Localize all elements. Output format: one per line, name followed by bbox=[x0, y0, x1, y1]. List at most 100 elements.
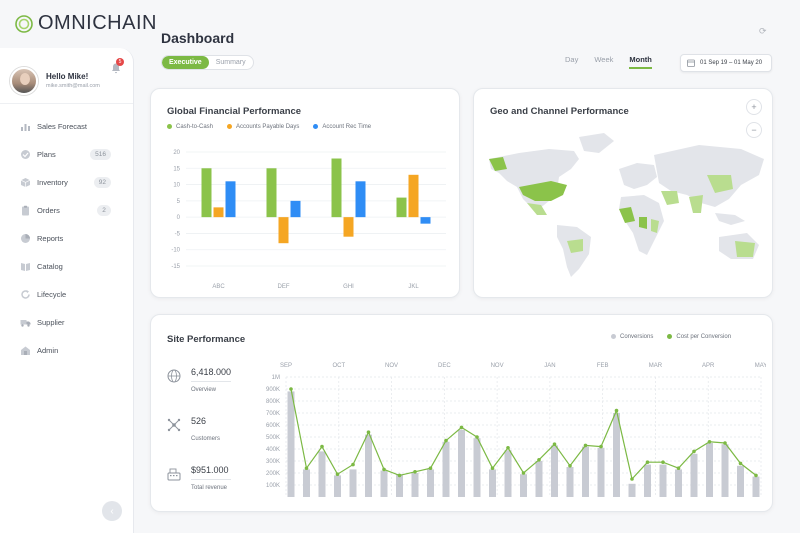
conversion-bar[interactable] bbox=[737, 465, 744, 497]
cost-point[interactable] bbox=[676, 466, 681, 470]
cost-point[interactable] bbox=[645, 460, 650, 464]
conversion-bar[interactable] bbox=[442, 441, 450, 497]
cost-point[interactable] bbox=[506, 446, 510, 450]
cost-point[interactable] bbox=[552, 442, 557, 446]
collapse-sidebar-button[interactable]: ‹ bbox=[102, 501, 122, 521]
conversion-bar[interactable] bbox=[380, 470, 388, 497]
tab-executive[interactable]: Executive bbox=[162, 56, 209, 69]
bar-jkl-1[interactable] bbox=[408, 174, 419, 218]
conversion-bar[interactable] bbox=[334, 475, 341, 497]
conversion-bar[interactable] bbox=[473, 438, 481, 497]
conversion-bar[interactable] bbox=[582, 446, 589, 497]
bar-ghi-0[interactable] bbox=[331, 158, 342, 218]
cost-point[interactable] bbox=[521, 471, 526, 475]
conversion-bar[interactable] bbox=[566, 467, 574, 497]
cost-point[interactable] bbox=[320, 444, 324, 449]
cost-point[interactable] bbox=[366, 430, 371, 434]
conversion-bar[interactable] bbox=[303, 469, 310, 497]
range-week[interactable]: Week bbox=[594, 55, 614, 64]
bar-def-0[interactable] bbox=[266, 168, 277, 218]
conversion-bar[interactable] bbox=[287, 391, 295, 497]
cost-point[interactable] bbox=[738, 461, 743, 466]
cost-point[interactable] bbox=[754, 473, 758, 478]
conversion-bar[interactable] bbox=[613, 413, 620, 497]
tab-summary[interactable]: Summary bbox=[215, 59, 246, 66]
conversion-bar[interactable] bbox=[411, 473, 419, 497]
sidebar-item-sales-forecast[interactable]: Sales Forecast bbox=[0, 112, 133, 140]
sidebar-item-admin[interactable]: Admin bbox=[0, 336, 133, 364]
conversion-bar[interactable] bbox=[396, 474, 403, 497]
bar-def-2[interactable] bbox=[290, 200, 301, 218]
legend-item-cost-per-conversion[interactable]: Cost per Conversion bbox=[667, 334, 731, 340]
user-profile[interactable]: Hello Mike! mike.smith@mail.com bbox=[0, 48, 133, 104]
conversion-bar[interactable] bbox=[690, 453, 698, 497]
cost-point[interactable] bbox=[335, 472, 340, 476]
cost-point[interactable] bbox=[692, 449, 696, 454]
cost-point[interactable] bbox=[707, 440, 712, 444]
conversion-bar[interactable] bbox=[427, 469, 434, 497]
conversion-bar[interactable] bbox=[706, 443, 713, 497]
conversion-bar[interactable] bbox=[349, 469, 357, 497]
cost-point[interactable] bbox=[397, 473, 402, 478]
bar-abc-1[interactable] bbox=[213, 207, 224, 218]
brand-logo[interactable]: OMNICHAIN bbox=[14, 12, 157, 35]
conversion-bar[interactable] bbox=[458, 429, 465, 497]
cost-point[interactable] bbox=[537, 458, 541, 462]
cost-point[interactable] bbox=[351, 462, 355, 467]
bar-abc-2[interactable] bbox=[225, 181, 236, 218]
legend-item-accounts-payable-days[interactable]: Accounts Payable Days bbox=[227, 124, 299, 130]
sidebar-item-lifecycle[interactable]: Lifecycle bbox=[0, 280, 133, 308]
conversion-bar[interactable] bbox=[504, 450, 512, 497]
conversion-bar[interactable] bbox=[659, 464, 667, 497]
conversion-bar[interactable] bbox=[535, 461, 543, 497]
bar-jkl-2[interactable] bbox=[420, 217, 431, 224]
bell-icon[interactable] bbox=[110, 62, 122, 74]
conversion-bar[interactable] bbox=[597, 447, 605, 497]
cost-point[interactable] bbox=[568, 464, 572, 468]
bar-jkl-0[interactable] bbox=[396, 197, 407, 218]
cost-point[interactable] bbox=[583, 443, 588, 448]
cost-point[interactable] bbox=[661, 460, 665, 464]
conversion-bar[interactable] bbox=[520, 474, 527, 497]
cost-point[interactable] bbox=[459, 425, 464, 430]
conversion-bar[interactable] bbox=[628, 483, 636, 497]
conversion-bar[interactable] bbox=[489, 469, 496, 497]
cost-point[interactable] bbox=[599, 444, 603, 449]
range-day[interactable]: Day bbox=[565, 55, 579, 64]
legend-item-conversions[interactable]: Conversions bbox=[611, 334, 653, 340]
date-range-picker[interactable]: 01 Sep 19 – 01 May 20 bbox=[680, 54, 772, 72]
cost-point[interactable] bbox=[382, 467, 386, 472]
bar-abc-0[interactable] bbox=[201, 168, 212, 218]
cost-point[interactable] bbox=[304, 466, 309, 470]
cost-point[interactable] bbox=[614, 408, 619, 413]
cost-point[interactable] bbox=[490, 466, 495, 470]
bar-ghi-1[interactable] bbox=[343, 217, 354, 237]
cost-point[interactable] bbox=[723, 441, 727, 445]
cost-point[interactable] bbox=[428, 466, 433, 470]
bar-ghi-2[interactable] bbox=[355, 181, 366, 218]
sidebar-item-catalog[interactable]: Catalog bbox=[0, 252, 133, 280]
cost-point[interactable] bbox=[444, 438, 448, 443]
range-month[interactable]: Month bbox=[629, 55, 652, 69]
cost-point[interactable] bbox=[289, 387, 293, 391]
zoom-out-button[interactable]: − bbox=[746, 122, 762, 138]
avatar[interactable] bbox=[10, 66, 38, 95]
conversion-bar[interactable] bbox=[318, 451, 326, 497]
cost-point[interactable] bbox=[475, 435, 479, 439]
cost-point[interactable] bbox=[413, 470, 417, 474]
legend-item-account-rec-time[interactable]: Account Rec Time bbox=[313, 124, 371, 130]
zoom-in-button[interactable]: + bbox=[746, 99, 762, 115]
conversion-bar[interactable] bbox=[752, 476, 760, 497]
refresh-icon[interactable]: ⟳ bbox=[759, 26, 767, 36]
bar-def-1[interactable] bbox=[278, 217, 289, 244]
conversion-bar[interactable] bbox=[365, 434, 372, 497]
sidebar-item-reports[interactable]: Reports bbox=[0, 224, 133, 252]
sidebar-item-orders[interactable]: Orders 2 bbox=[0, 196, 133, 224]
sidebar-item-supplier[interactable]: Supplier bbox=[0, 308, 133, 336]
conversion-bar[interactable] bbox=[721, 444, 729, 497]
sidebar-item-inventory[interactable]: Inventory 92 bbox=[0, 168, 133, 196]
cost-point[interactable] bbox=[630, 477, 634, 481]
conversion-bar[interactable] bbox=[551, 445, 558, 497]
sidebar-item-plans[interactable]: Plans 516 bbox=[0, 140, 133, 168]
conversion-bar[interactable] bbox=[675, 469, 682, 497]
